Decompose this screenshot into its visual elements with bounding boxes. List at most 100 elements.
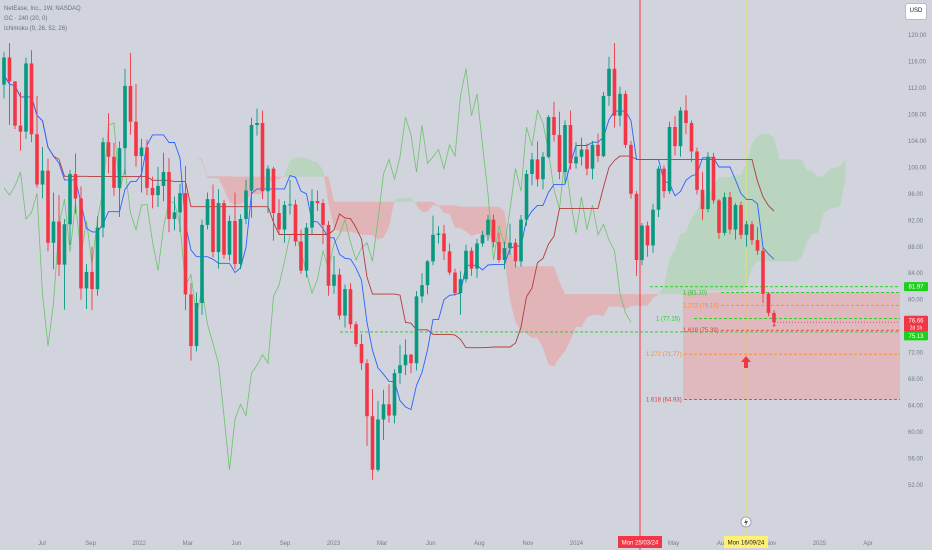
candle[interactable]: [238, 214, 243, 270]
candle[interactable]: [7, 42, 12, 125]
candle[interactable]: [40, 146, 45, 199]
candle[interactable]: [57, 195, 61, 276]
candle[interactable]: [772, 310, 776, 327]
fib-zone-upper[interactable]: [683, 292, 900, 331]
candle[interactable]: [332, 256, 336, 294]
candle[interactable]: [315, 190, 320, 212]
candle[interactable]: [101, 137, 105, 238]
candle[interactable]: [134, 83, 138, 167]
candle[interactable]: [585, 143, 589, 176]
candle[interactable]: [711, 152, 716, 204]
candle[interactable]: [689, 120, 694, 163]
candle[interactable]: [62, 218, 67, 310]
candle[interactable]: [700, 171, 705, 221]
candle[interactable]: [161, 152, 166, 202]
candle[interactable]: [117, 141, 122, 217]
candle[interactable]: [645, 221, 650, 257]
candle[interactable]: [552, 101, 556, 142]
candle[interactable]: [178, 183, 182, 233]
candle[interactable]: [640, 222, 644, 266]
candle[interactable]: [546, 115, 551, 159]
candle[interactable]: [90, 246, 94, 311]
candle[interactable]: [244, 179, 248, 225]
candle[interactable]: [211, 184, 215, 258]
candle[interactable]: [46, 158, 50, 252]
candle[interactable]: [420, 273, 424, 304]
candle[interactable]: [684, 95, 688, 135]
candle[interactable]: [359, 334, 364, 370]
candle[interactable]: [662, 165, 666, 198]
candle[interactable]: [502, 241, 507, 270]
candle[interactable]: [557, 111, 562, 180]
candle[interactable]: [73, 153, 78, 214]
candle[interactable]: [13, 81, 17, 129]
candle[interactable]: [761, 248, 765, 304]
candle[interactable]: [744, 220, 749, 247]
candle[interactable]: [728, 191, 732, 235]
candle[interactable]: [167, 158, 171, 233]
candle[interactable]: [29, 50, 34, 143]
candle[interactable]: [601, 91, 606, 158]
candle[interactable]: [150, 176, 155, 209]
candle[interactable]: [755, 226, 760, 255]
candle[interactable]: [255, 108, 259, 136]
candle[interactable]: [766, 292, 771, 317]
candle[interactable]: [271, 166, 276, 241]
arrow-up-icon[interactable]: [741, 356, 751, 368]
candle[interactable]: [618, 86, 622, 127]
candle[interactable]: [189, 283, 193, 361]
candle[interactable]: [486, 215, 490, 241]
currency-button[interactable]: USD: [905, 3, 927, 20]
candle[interactable]: [453, 268, 457, 296]
candle[interactable]: [392, 369, 397, 424]
candle[interactable]: [233, 192, 237, 270]
candle[interactable]: [260, 110, 265, 200]
candle[interactable]: [348, 283, 353, 329]
candle[interactable]: [447, 243, 452, 276]
candle[interactable]: [222, 199, 226, 259]
candle[interactable]: [590, 140, 595, 180]
candle[interactable]: [519, 215, 523, 267]
candle[interactable]: [79, 186, 83, 300]
candle[interactable]: [370, 389, 375, 480]
candle[interactable]: [145, 139, 149, 196]
candle[interactable]: [491, 214, 496, 248]
candle[interactable]: [733, 203, 738, 240]
candle[interactable]: [2, 52, 6, 99]
candle[interactable]: [513, 238, 518, 268]
candle[interactable]: [354, 321, 358, 347]
candle[interactable]: [568, 110, 573, 170]
candle[interactable]: [480, 230, 485, 247]
candle[interactable]: [24, 57, 28, 139]
candle[interactable]: [84, 263, 89, 309]
candle[interactable]: [436, 226, 441, 244]
candle[interactable]: [139, 138, 144, 193]
candle[interactable]: [750, 220, 754, 245]
candle[interactable]: [634, 191, 639, 276]
candle[interactable]: [673, 115, 677, 156]
candle[interactable]: [343, 284, 347, 328]
candle[interactable]: [106, 113, 111, 174]
candle[interactable]: [612, 42, 617, 128]
candle[interactable]: [574, 142, 578, 169]
candle[interactable]: [365, 359, 369, 446]
candle[interactable]: [51, 192, 56, 270]
fib-zone-lower[interactable]: [683, 330, 900, 400]
candle[interactable]: [722, 192, 727, 236]
candle[interactable]: [623, 90, 628, 149]
candle[interactable]: [656, 166, 661, 217]
candle[interactable]: [497, 232, 501, 263]
candle[interactable]: [717, 199, 721, 239]
candle[interactable]: [530, 152, 534, 186]
candle[interactable]: [321, 199, 325, 245]
candle[interactable]: [277, 199, 281, 235]
candle[interactable]: [425, 260, 430, 295]
candle[interactable]: [387, 384, 391, 423]
candle[interactable]: [629, 140, 633, 199]
candle[interactable]: [651, 203, 655, 253]
candle[interactable]: [310, 189, 314, 235]
candle[interactable]: [293, 199, 298, 247]
candle[interactable]: [288, 179, 292, 215]
